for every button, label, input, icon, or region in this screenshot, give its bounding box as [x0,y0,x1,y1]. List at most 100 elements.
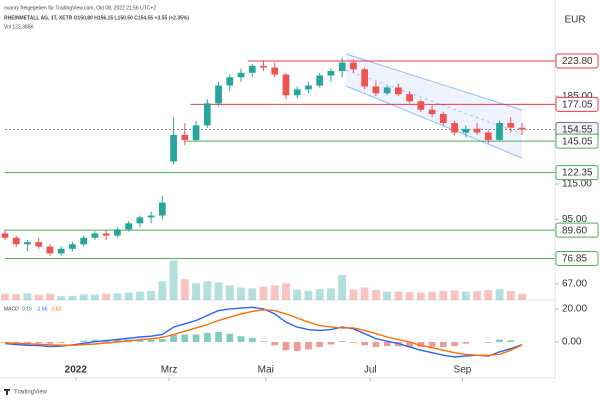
volume-bar [450,290,459,300]
histogram-bar [439,341,447,347]
volume-bar [192,283,200,300]
histogram-bar [451,341,458,347]
volume-bar [371,290,380,300]
level-box [555,222,599,238]
hist-last: 0.16 [22,306,32,312]
volume-bar [214,282,223,300]
candle-body [507,123,515,128]
candle-body [226,77,234,86]
level-label: 223.80 [562,56,593,67]
level-label: 177.05 [562,99,593,110]
histogram-bar [215,332,222,342]
candle-body [57,248,65,254]
level-label: 122.35 [562,168,593,179]
volume-bar [439,290,448,300]
candle-body [338,62,346,72]
volume-bar [225,285,234,300]
level-label: 145.05 [562,136,593,147]
candle-body [462,128,470,133]
volume-bar [495,289,504,300]
candle-body [203,103,211,126]
title: RHEINMETALL AG, 1T, XETR O150.80 H156.15… [4,15,189,21]
volume-bar [405,292,414,300]
y2-tick-label: 20.00 [562,304,587,315]
candle-body [305,85,312,90]
level-box [555,251,599,267]
volume-label: Vol 123.385K [4,24,34,30]
histogram-bar [305,341,312,350]
logo-icon [4,389,10,395]
x-tick-label: Sep [454,365,472,376]
x-tick-label: 2022 [65,365,88,376]
volume-bar [79,294,88,300]
histogram-bar [136,339,144,342]
candle-body [451,123,458,133]
volume-bar [259,286,268,300]
candle-body [383,87,391,94]
channel-mid [345,69,523,135]
volume-bar [461,291,470,300]
y2-tick-label: 0.00 [562,337,582,348]
y-tick-label: 185.00 [562,91,593,102]
x-tick-label: Mrz [161,365,178,376]
logo: TradingView [14,390,48,396]
histogram-bar [260,341,267,342]
candle-body [417,101,425,110]
candle-body [394,87,402,95]
candle-body [147,215,155,218]
histogram-bar [417,341,425,347]
level-box [555,165,599,181]
macd-line [4,306,523,358]
candle-body [192,125,200,140]
macd-label: MACD [4,306,19,312]
histogram-bar [12,341,20,344]
candle-body [114,229,121,236]
histogram-bar [181,334,189,342]
volume-bar [147,290,156,300]
candle-body [473,128,481,133]
volume-bar [135,291,144,300]
candle-body [170,134,177,162]
candle-body [361,69,369,87]
y-tick-label: 115.00 [562,179,592,190]
candle-body [136,217,144,224]
channel-top [345,53,523,111]
volume-bar [416,292,425,300]
volume-bar [360,287,369,300]
candle-body [69,244,76,249]
volume-bar [57,296,66,300]
histogram-bar [293,341,301,352]
volume-bar [484,290,493,300]
volume-bar [304,290,313,300]
candle-body [1,233,9,238]
marks: 185.00 115.00 95.00 67.00 2022 Mrz Mai Jul Sep 22… [1,53,599,381]
candle-body [35,242,43,247]
level-label: 76.85 [562,254,587,265]
candle-body [80,237,88,245]
candle-body [237,72,245,78]
volume-bar [158,281,167,300]
candle-body [406,94,413,102]
histogram-bar [372,341,380,347]
histogram-bar [170,334,177,342]
x-tick-label: Jul [364,365,377,376]
candle-body [439,114,447,124]
volume-bar [506,290,515,300]
histogram-bar [226,333,234,342]
histogram-bar [35,341,43,344]
volume-bar [12,294,21,300]
signal-line [4,309,523,356]
histogram-bar [406,341,413,347]
histogram-bar [248,337,256,342]
histogram-bar [24,341,31,344]
candle-body [293,89,301,96]
volume-bar [518,293,526,300]
candle-body [181,134,189,140]
y-tick-label: 67.00 [562,279,587,290]
candle-body [102,233,110,236]
candle-body [46,246,54,254]
candle-body [282,74,290,96]
volume-bar [90,294,99,300]
